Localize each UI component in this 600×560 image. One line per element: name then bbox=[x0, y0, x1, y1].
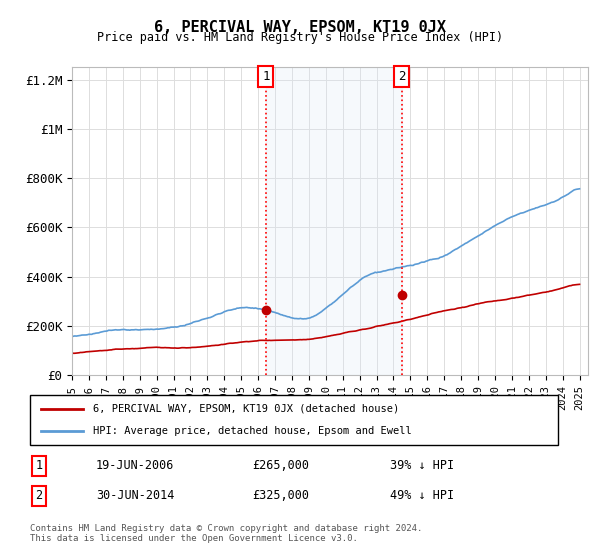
Text: 39% ↓ HPI: 39% ↓ HPI bbox=[390, 459, 454, 473]
Bar bbox=[266, 67, 402, 375]
Text: 6, PERCIVAL WAY, EPSOM, KT19 0JX (detached house): 6, PERCIVAL WAY, EPSOM, KT19 0JX (detach… bbox=[94, 404, 400, 414]
Text: 2: 2 bbox=[35, 489, 43, 502]
Text: 6, PERCIVAL WAY, EPSOM, KT19 0JX: 6, PERCIVAL WAY, EPSOM, KT19 0JX bbox=[154, 20, 446, 35]
Text: 2: 2 bbox=[398, 70, 406, 83]
Text: 1: 1 bbox=[35, 459, 43, 473]
Text: HPI: Average price, detached house, Epsom and Ewell: HPI: Average price, detached house, Epso… bbox=[94, 426, 412, 436]
Text: Price paid vs. HM Land Registry's House Price Index (HPI): Price paid vs. HM Land Registry's House … bbox=[97, 31, 503, 44]
Text: 49% ↓ HPI: 49% ↓ HPI bbox=[390, 489, 454, 502]
Text: £265,000: £265,000 bbox=[252, 459, 309, 473]
Text: £325,000: £325,000 bbox=[252, 489, 309, 502]
FancyBboxPatch shape bbox=[30, 395, 558, 445]
Text: 19-JUN-2006: 19-JUN-2006 bbox=[96, 459, 175, 473]
Text: Contains HM Land Registry data © Crown copyright and database right 2024.
This d: Contains HM Land Registry data © Crown c… bbox=[30, 524, 422, 543]
Text: 30-JUN-2014: 30-JUN-2014 bbox=[96, 489, 175, 502]
Text: 1: 1 bbox=[262, 70, 269, 83]
